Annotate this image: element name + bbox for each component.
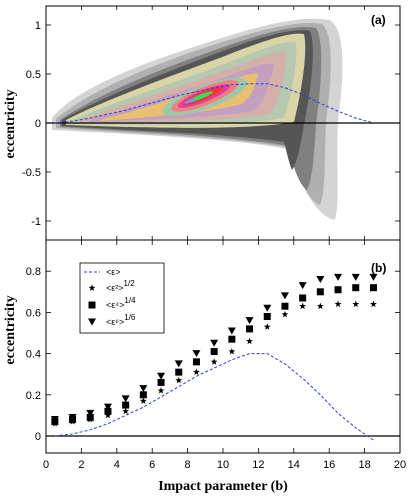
- y-tick-label: 0.2: [26, 390, 41, 402]
- star-point: [175, 376, 183, 384]
- x-tick-label: 10: [217, 459, 229, 471]
- series-mean-line: [54, 353, 374, 441]
- panel-b-ylabel: eccentricity: [3, 295, 18, 364]
- star-point: [352, 300, 360, 308]
- triangle-down-point: [298, 282, 307, 290]
- x-tick-label: 0: [43, 459, 49, 471]
- square-point: [139, 391, 147, 399]
- star-point: [316, 302, 324, 310]
- square-point: [210, 348, 218, 356]
- triangle-down-point: [263, 304, 272, 312]
- legend-swatch: [88, 301, 96, 309]
- triangle-down-point: [351, 273, 360, 281]
- triangle-down-point: [86, 409, 95, 417]
- star-point: [139, 397, 147, 404]
- x-tick-label: 18: [358, 459, 370, 471]
- triangle-down-point: [227, 327, 236, 335]
- square-point: [369, 284, 377, 292]
- triangle-down-point: [369, 273, 378, 281]
- panel-a-label: (a): [371, 13, 386, 27]
- x-tick-label: 8: [185, 459, 191, 471]
- x-tick-label: 14: [288, 459, 300, 471]
- y-tick-label: 0: [35, 118, 41, 130]
- star-point: [122, 407, 130, 415]
- triangle-down-point: [50, 416, 59, 424]
- star-point: [334, 300, 342, 308]
- legend: <ε><ε²>1/2<ε⁴>1/4<ε⁶>1/6: [79, 262, 165, 334]
- legend-superscript: 1/4: [124, 296, 136, 305]
- triangle-down-point: [174, 360, 183, 368]
- triangle-down-point: [210, 339, 219, 347]
- square-point: [157, 378, 165, 386]
- legend-label: <ε>: [106, 267, 121, 277]
- square-point: [228, 335, 236, 343]
- legend-swatch: [88, 284, 96, 291]
- legend-superscript: 1/2: [124, 279, 136, 288]
- square-point: [299, 294, 307, 302]
- star-point: [246, 337, 253, 345]
- triangle-down-point: [280, 292, 289, 300]
- star-point: [228, 347, 236, 355]
- square-point: [86, 413, 94, 421]
- square-point: [281, 302, 289, 310]
- square-point: [352, 284, 360, 292]
- triangle-down-point: [192, 350, 201, 358]
- x-tick-label: 12: [252, 459, 264, 471]
- star-point: [299, 302, 307, 310]
- panel-b-xlabel: Impact parameter (b): [158, 479, 288, 494]
- star-point: [370, 300, 377, 308]
- x-tick-label: 6: [149, 459, 155, 471]
- square-point: [334, 286, 342, 294]
- y-tick-label: 0: [35, 431, 41, 443]
- square-point: [192, 358, 200, 366]
- triangle-down-point: [157, 372, 166, 380]
- triangle-down-point: [245, 317, 254, 325]
- square-point: [122, 401, 130, 409]
- star-point: [104, 411, 112, 419]
- square-point: [175, 368, 183, 376]
- legend-swatch: [88, 318, 96, 326]
- y-tick-label: 0.8: [26, 266, 41, 278]
- triangle-down-point: [334, 273, 343, 281]
- star-point: [210, 358, 218, 365]
- triangle-down-point: [316, 275, 325, 283]
- y-tick-label: -0.5: [22, 167, 41, 179]
- star-point: [157, 387, 165, 394]
- square-point: [316, 288, 324, 296]
- panel-a-density-map: [52, 18, 343, 220]
- star-point: [193, 368, 200, 376]
- panel-b-x-ticks: 0 2 4 6 8 10 12 14 16 18 20: [43, 240, 406, 471]
- triangle-down-point: [103, 403, 112, 411]
- star-point: [281, 310, 289, 318]
- x-tick-label: 20: [394, 459, 406, 471]
- y-tick-label: 1: [35, 20, 41, 32]
- triangle-down-point: [139, 385, 148, 393]
- x-tick-label: 16: [323, 459, 335, 471]
- panel-b-label: (b): [371, 261, 386, 275]
- panel-a-y-ticks: -1 -0.5 0 0.5 1: [22, 6, 401, 240]
- square-point: [104, 407, 112, 415]
- y-tick-label: -1: [31, 216, 41, 228]
- square-point: [246, 325, 254, 333]
- panel-b-y-ticks: 0 0.2 0.4 0.6 0.8: [26, 266, 400, 443]
- triangle-down-point: [68, 413, 77, 421]
- square-point: [263, 313, 271, 321]
- x-tick-label: 2: [78, 459, 84, 471]
- legend-superscript: 1/6: [124, 313, 136, 322]
- triangle-down-point: [121, 395, 130, 403]
- star-point: [263, 323, 271, 330]
- y-tick-label: 0.5: [26, 69, 41, 81]
- density-region: [184, 98, 196, 104]
- x-tick-label: 4: [114, 459, 120, 471]
- y-tick-label: 0.6: [26, 307, 41, 319]
- panel-a-ylabel: eccentricity: [3, 89, 18, 158]
- y-tick-label: 0.4: [26, 349, 41, 361]
- series-markers: [50, 273, 378, 427]
